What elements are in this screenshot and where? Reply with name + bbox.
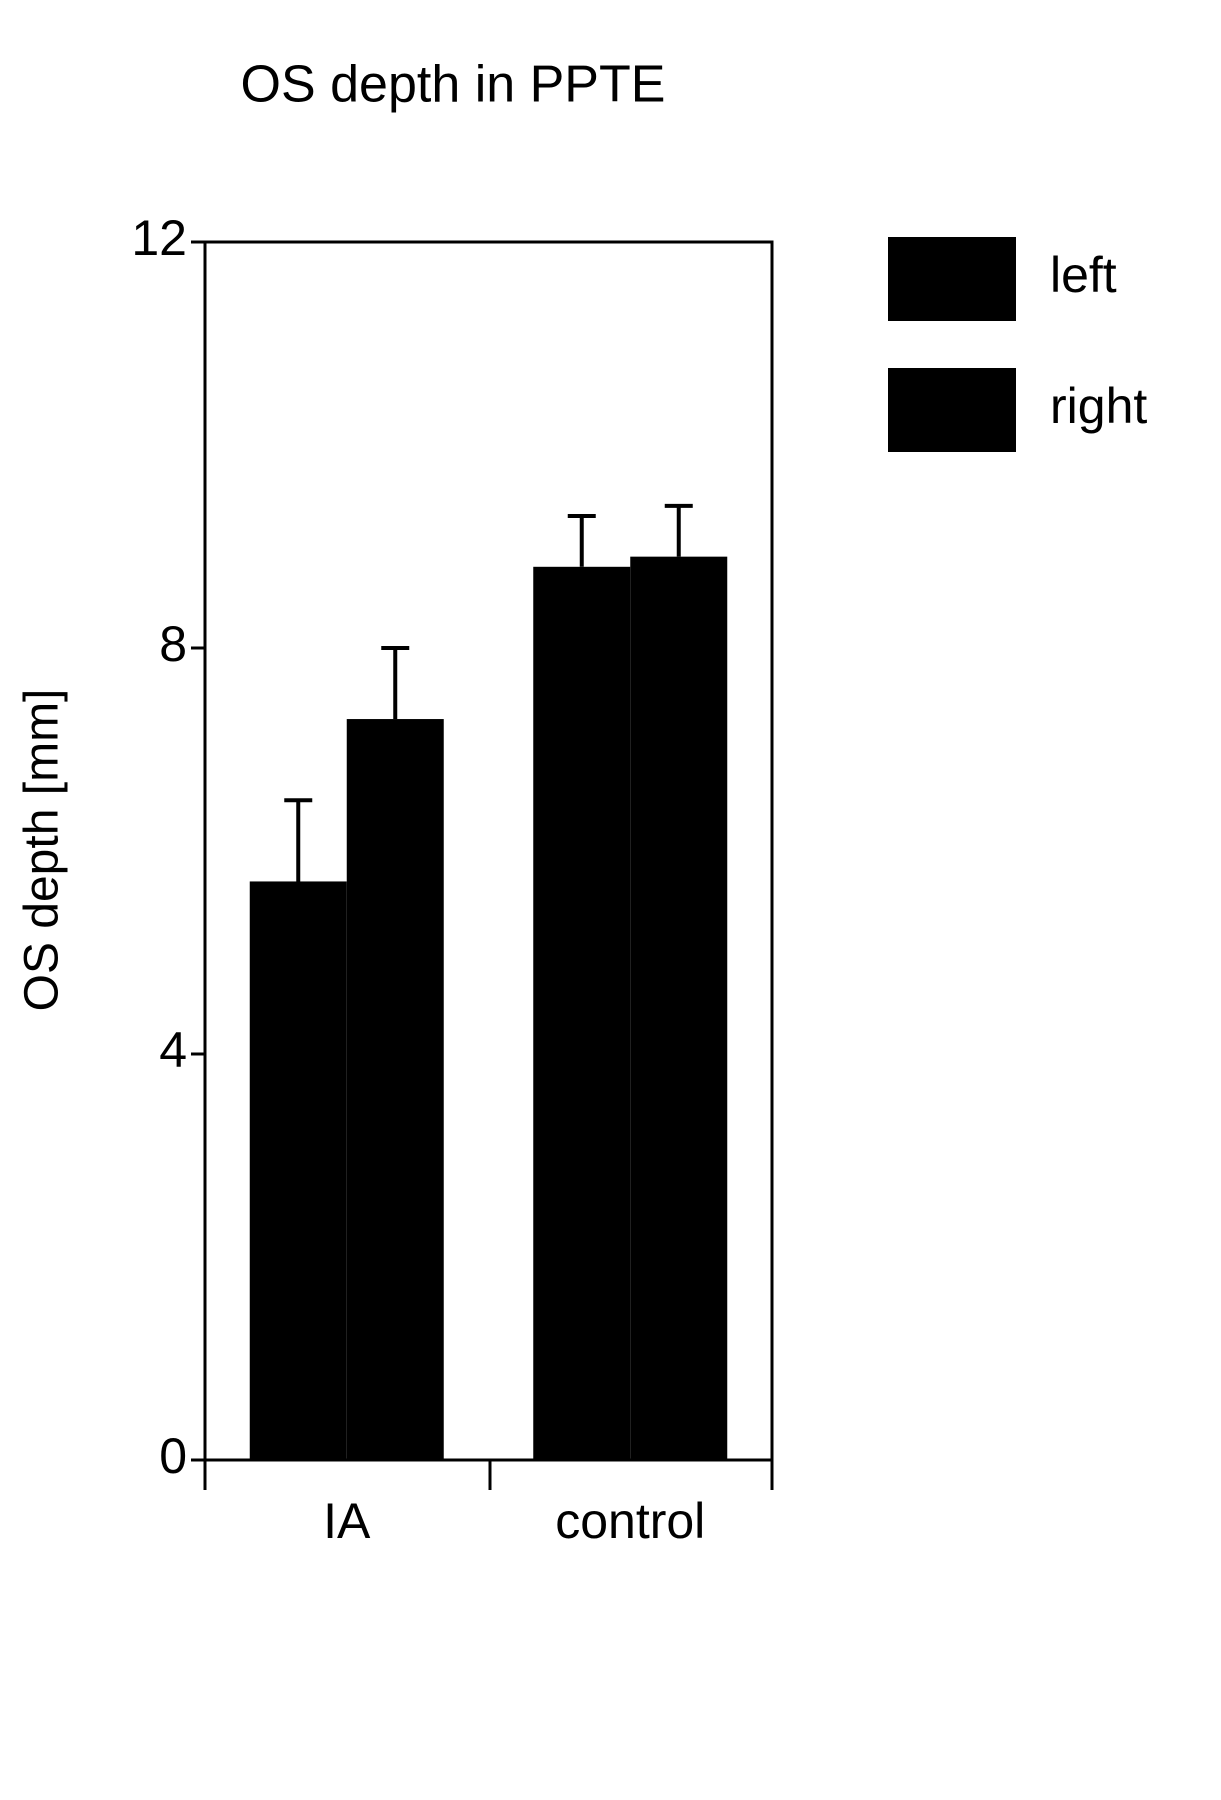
error-bar	[664, 503, 693, 557]
x-tick-label: control	[555, 1493, 705, 1549]
bar	[533, 566, 631, 1460]
legend-label: right	[1050, 378, 1147, 434]
error-bar	[284, 798, 313, 882]
chart-title: OS depth in PPTE	[241, 56, 666, 114]
bar	[630, 556, 728, 1460]
y-tick-label: 12	[131, 210, 187, 266]
legend-swatch	[888, 237, 1016, 321]
legend-label: left	[1050, 247, 1117, 303]
bar	[249, 881, 347, 1460]
error-bar	[567, 514, 596, 567]
y-tick-label: 0	[159, 1428, 187, 1484]
error-bar	[381, 646, 410, 720]
y-tick-label: 8	[159, 616, 187, 672]
bar	[346, 719, 444, 1460]
legend-swatch	[888, 368, 1016, 452]
y-tick-label: 4	[159, 1022, 187, 1078]
x-tick-label: IA	[323, 1493, 371, 1549]
y-axis-label: OS depth [mm]	[16, 689, 69, 1012]
